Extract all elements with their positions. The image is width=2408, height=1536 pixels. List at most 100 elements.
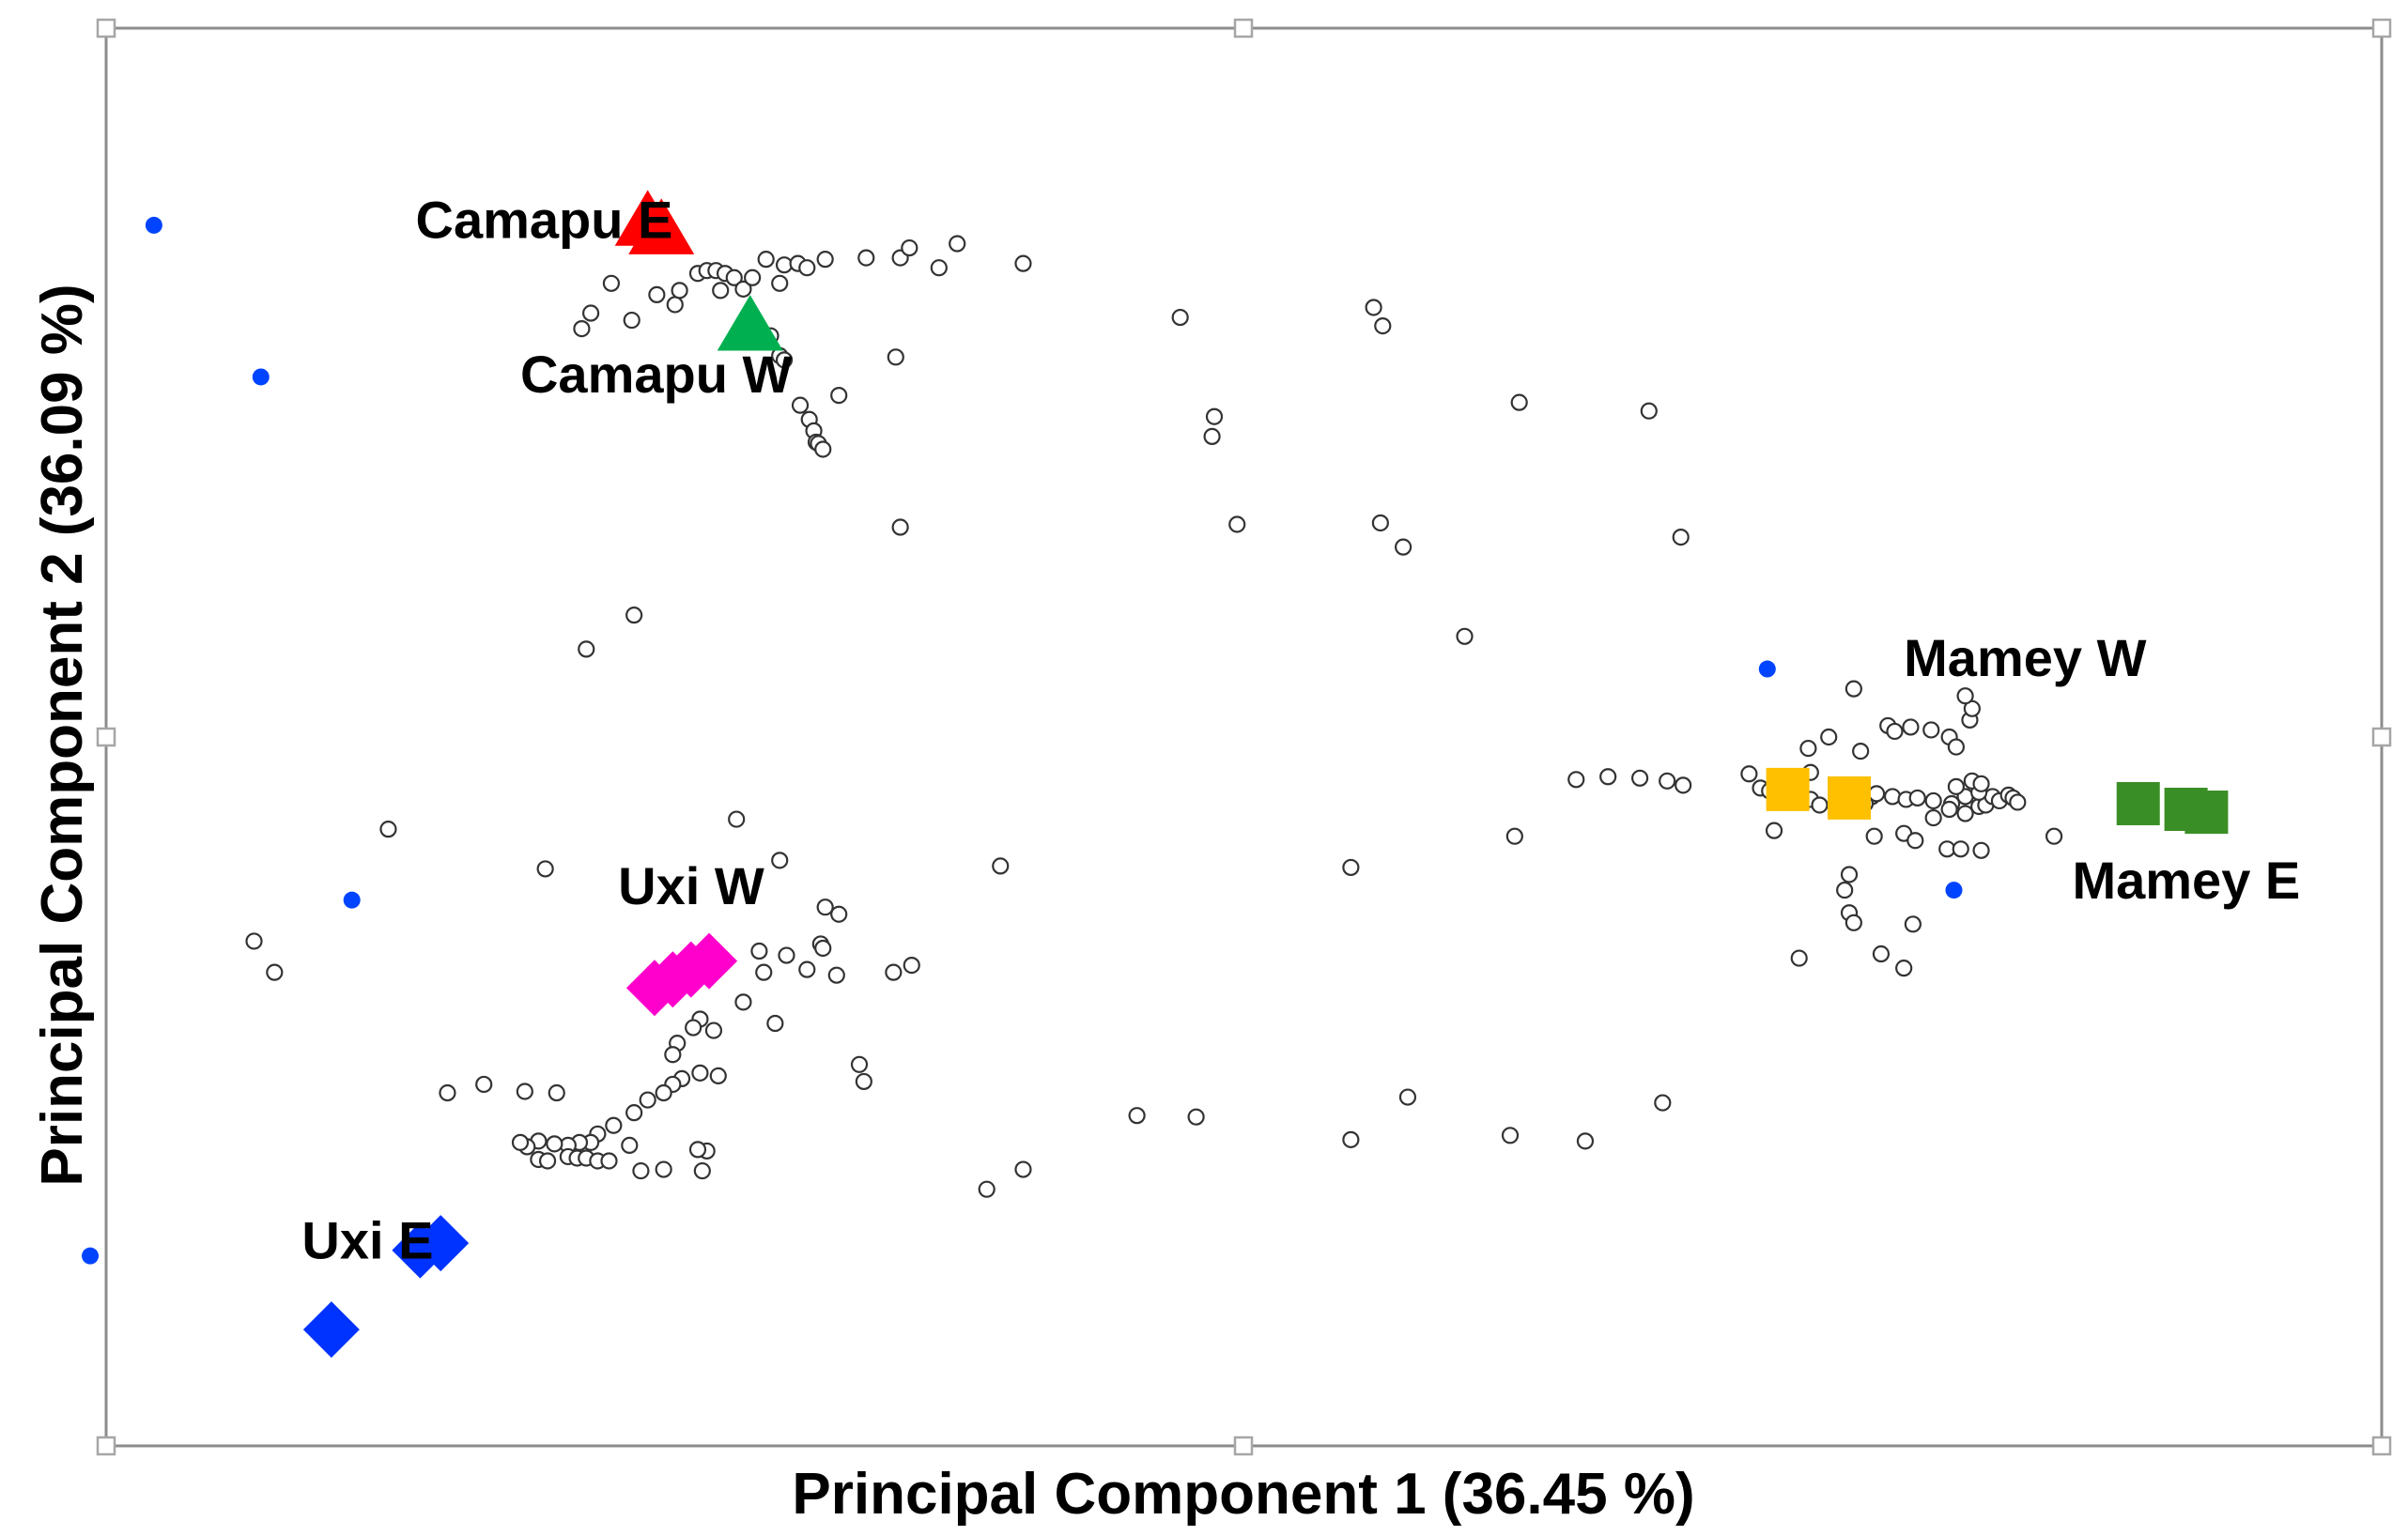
observation-point	[827, 966, 845, 984]
group-labels: Camapu E Camapu W Uxi W Uxi E Mamey W Mamey E	[301, 190, 2300, 1269]
observation-point	[1922, 721, 1940, 739]
observation-point	[798, 259, 816, 277]
observation-point	[1510, 393, 1528, 411]
observation-point	[666, 296, 684, 314]
resize-handle[interactable]	[96, 18, 116, 38]
observation-point	[266, 963, 284, 981]
observation-point	[1654, 1094, 1672, 1112]
observation-point	[1342, 1130, 1360, 1148]
observation-point	[1836, 881, 1854, 899]
observation-point	[516, 1083, 533, 1100]
observation-point	[625, 1104, 643, 1122]
observation-point	[1865, 827, 1883, 845]
observation-point	[1014, 254, 1032, 272]
observation-point	[1908, 789, 1926, 807]
observation-point	[475, 1075, 493, 1094]
observation-point	[855, 1072, 872, 1091]
y-axis-title: Principal Component 2 (36.09 %)	[30, 284, 95, 1186]
group-centroid-dot	[1945, 882, 1963, 899]
observation-point	[1765, 822, 1783, 839]
observation-point	[734, 993, 752, 1011]
group-label: Mamey E	[2072, 851, 2300, 910]
observation-point	[245, 932, 263, 950]
observation-point	[1883, 788, 1902, 806]
triangle-marker	[628, 198, 695, 254]
resize-handle[interactable]	[2371, 18, 2392, 38]
observation-point	[1972, 841, 1990, 859]
group-centroid-dot	[343, 891, 361, 909]
observation-point	[709, 1067, 727, 1084]
observation-point	[1972, 775, 1990, 792]
observation-point	[1820, 728, 1838, 746]
group-centroid-dot	[252, 368, 270, 386]
observation-point	[685, 1019, 702, 1037]
observation-point	[1205, 407, 1224, 425]
observation-point	[1599, 768, 1617, 786]
observation-point	[978, 1180, 996, 1198]
observation-point	[775, 351, 794, 369]
observation-point	[1501, 1127, 1520, 1144]
observation-point	[602, 274, 621, 292]
frame-handles	[96, 18, 2392, 1456]
observation-point	[581, 304, 600, 322]
observation-point	[1631, 769, 1649, 787]
observation-point	[1799, 739, 1817, 758]
group-label: Uxi W	[618, 856, 764, 915]
observation-point	[1576, 1132, 1595, 1150]
observation-point	[1940, 800, 1958, 819]
observation-point	[439, 1083, 456, 1102]
observation-point	[1567, 771, 1585, 789]
observation-point	[655, 1160, 672, 1178]
observation-point	[766, 1014, 784, 1033]
observation-point	[623, 311, 641, 330]
group-label: Uxi E	[301, 1211, 433, 1270]
resize-handle[interactable]	[1233, 18, 1254, 38]
observation-point	[1895, 960, 1913, 977]
observation-point	[2009, 793, 2027, 811]
diamond-marker	[412, 1215, 470, 1272]
observation-point	[671, 282, 688, 300]
observation-point	[1840, 866, 1859, 883]
square-marker	[1766, 767, 1810, 811]
observation-point	[621, 1136, 639, 1154]
observation-point	[885, 963, 903, 981]
group-label: Camapu E	[416, 190, 673, 249]
observation-point	[930, 259, 948, 277]
resize-handle[interactable]	[96, 1436, 116, 1456]
observation-point	[949, 235, 966, 253]
observation-point	[1640, 402, 1658, 420]
observation-point	[891, 518, 909, 536]
observation-point	[1014, 1160, 1032, 1178]
observation-point	[901, 238, 918, 257]
observation-point	[791, 396, 810, 414]
observation-point	[757, 251, 775, 269]
resize-handle[interactable]	[1233, 1436, 1254, 1456]
observation-point	[1963, 699, 1981, 717]
observation-point	[850, 1055, 869, 1073]
group-centroid-dot	[1758, 660, 1776, 678]
observation-point	[734, 280, 752, 298]
observation-point	[511, 1133, 530, 1151]
observation-point	[1171, 308, 1189, 327]
observation-point	[814, 440, 832, 458]
observation-point	[664, 1046, 682, 1064]
observation-point	[1956, 805, 1974, 822]
resize-handle[interactable]	[2371, 727, 2392, 747]
observation-point	[1906, 832, 1924, 850]
observation-point	[600, 1152, 618, 1170]
group-centroid-dot	[82, 1247, 100, 1265]
observation-point	[771, 274, 789, 292]
observation-point	[992, 857, 1010, 875]
resize-handle[interactable]	[2371, 1436, 2392, 1456]
observation-point	[1398, 1088, 1417, 1106]
observation-point	[548, 1083, 565, 1102]
observation-point	[778, 946, 795, 964]
observation-point	[546, 1135, 563, 1153]
observation-point	[538, 1152, 557, 1170]
observation-point	[1952, 840, 1969, 858]
observation-point	[2045, 827, 2063, 845]
square-marker	[2184, 791, 2229, 835]
observation-point	[1924, 791, 1942, 810]
resize-handle[interactable]	[96, 727, 116, 747]
